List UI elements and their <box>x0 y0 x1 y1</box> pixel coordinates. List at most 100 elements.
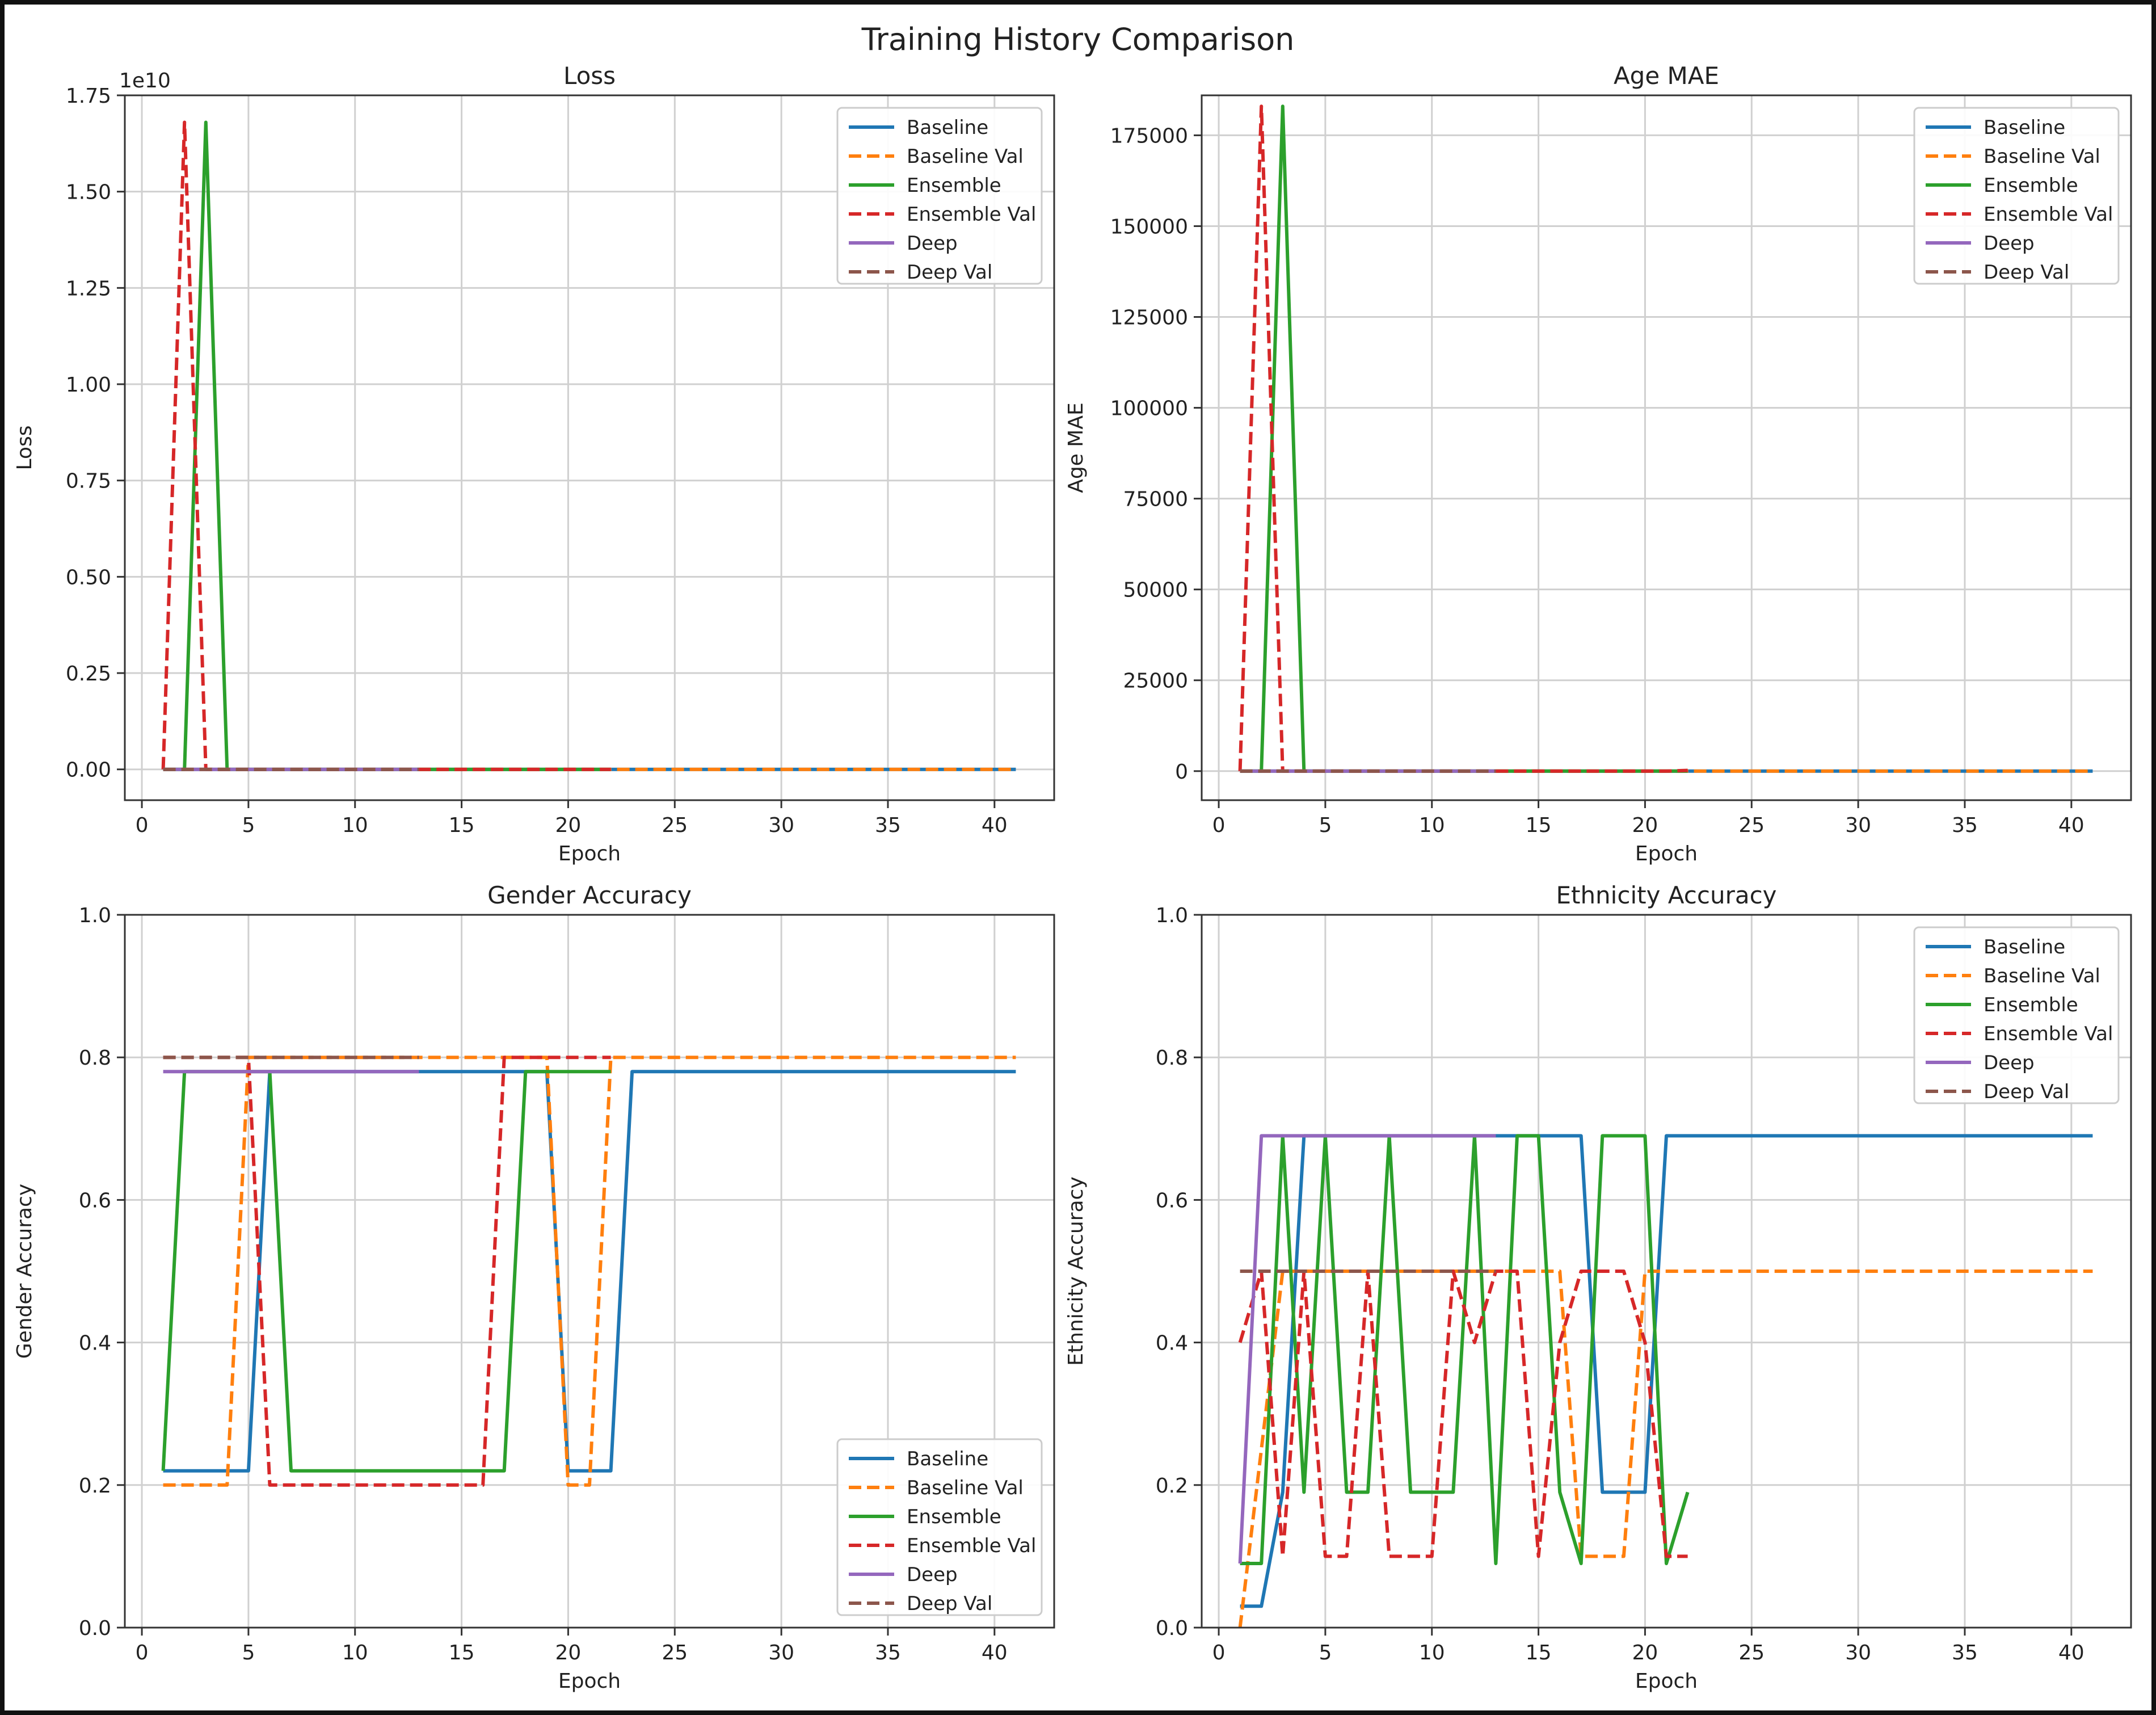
y-tick-label: 1.75 <box>66 85 111 108</box>
x-tick-label: 20 <box>555 1641 582 1664</box>
legend: Baseline Baseline Val Ensemble Ensemble Val… <box>1913 926 2120 1104</box>
legend-label-ensemble-val: Ensemble Val <box>1984 1023 2113 1045</box>
y-axis-label: Ethnicity Accuracy <box>1064 1176 1088 1366</box>
legend-label-deep-val: Deep Val <box>907 1592 992 1615</box>
axes-frame <box>1201 914 2132 1629</box>
legend-label-deep-val: Deep Val <box>1984 1081 2069 1103</box>
subplot-age-mae: 0 5 10 15 20 25 30 35 40 0 25000 50000 75000 100000 12… <box>1064 62 2132 865</box>
y-tick-label: 150000 <box>1110 215 1188 238</box>
series-line-baseline-val <box>163 1056 1016 1487</box>
x-tick-label: 35 <box>875 1641 901 1664</box>
x-tick-label: 40 <box>2058 1641 2085 1664</box>
x-tick-label: 25 <box>662 814 688 837</box>
x-tick-label: 20 <box>1632 1641 1658 1664</box>
legend-label-deep-val: Deep Val <box>1984 261 2069 284</box>
subplot-title: Loss <box>563 62 616 90</box>
x-tick-label: 25 <box>1738 1641 1765 1664</box>
x-tick-label: 40 <box>2058 814 2085 837</box>
x-tick-label: 30 <box>1845 814 1871 837</box>
y-tick-label: 1.0 <box>1156 904 1188 927</box>
y-tick-label: 0.0 <box>79 1617 111 1640</box>
y-axis-label: Gender Accuracy <box>13 1184 36 1359</box>
legend-label-baseline: Baseline <box>1984 116 2065 139</box>
legend-box <box>836 107 1043 285</box>
legend-label-baseline: Baseline <box>907 1448 988 1470</box>
legend-label-baseline: Baseline <box>907 116 988 139</box>
subplot-gender-accuracy: 0 5 10 15 20 25 30 35 40 0.0 0.2 0.4 0.6 0.8 1.0 Gender… <box>13 881 1055 1693</box>
y-tick-label: 0.2 <box>1156 1474 1188 1498</box>
x-tick-label: 15 <box>1526 1641 1552 1664</box>
x-tick-label: 0 <box>136 1641 149 1664</box>
x-tick-label: 15 <box>1526 814 1552 837</box>
y-tick-label: 0.75 <box>66 470 111 493</box>
x-tick-label: 10 <box>1419 814 1445 837</box>
legend-label-ensemble: Ensemble <box>1984 174 2078 197</box>
legend-box <box>1913 926 2120 1104</box>
legend-label-baseline-val: Baseline Val <box>907 145 1024 168</box>
y-tick-label: 0.8 <box>79 1046 111 1070</box>
legend-label-baseline-val: Baseline Val <box>1984 145 2100 168</box>
legend: Baseline Baseline Val Ensemble Ensemble Val… <box>836 1438 1043 1616</box>
y-tick-label: 100000 <box>1110 397 1188 421</box>
y-tick-label: 0.2 <box>79 1474 111 1498</box>
legend-label-ensemble-val: Ensemble Val <box>907 1535 1036 1557</box>
y-tick-label: 0.0 <box>1156 1617 1188 1640</box>
axes-frame <box>1201 94 2132 801</box>
y-tick-label: 1.50 <box>66 181 111 204</box>
y-tick-label: 50000 <box>1123 579 1188 602</box>
legend-label-baseline-val: Baseline Val <box>907 1477 1024 1499</box>
y-scale-label: 1e10 <box>119 69 171 93</box>
x-tick-label: 10 <box>342 814 368 837</box>
x-tick-label: 0 <box>1212 814 1226 837</box>
x-tick-label: 25 <box>662 1641 688 1664</box>
subplot-title: Ethnicity Accuracy <box>1556 881 1776 909</box>
x-tick-label: 15 <box>449 814 475 837</box>
x-tick-label: 25 <box>1738 814 1765 837</box>
legend-label-ensemble-val: Ensemble Val <box>1984 203 2113 226</box>
legend-label-ensemble-val: Ensemble Val <box>907 203 1036 226</box>
y-tick-label: 75000 <box>1123 488 1188 511</box>
y-axis-label: Loss <box>13 426 36 470</box>
x-tick-label: 10 <box>342 1641 368 1664</box>
series-line-ensemble-val <box>1238 104 1688 773</box>
y-tick-label: 1.25 <box>66 277 111 300</box>
x-tick-label: 35 <box>1952 814 1978 837</box>
x-tick-label: 0 <box>1212 1641 1226 1664</box>
y-axis-label: Age MAE <box>1064 402 1088 493</box>
legend-label-deep: Deep <box>1984 1052 2035 1074</box>
x-tick-label: 10 <box>1419 1641 1445 1664</box>
x-axis-label: Epoch <box>558 1670 621 1693</box>
x-tick-label: 5 <box>1319 1641 1332 1664</box>
legend-label-deep: Deep <box>1984 232 2035 255</box>
x-axis-label: Epoch <box>1635 1670 1698 1693</box>
y-tick-label: 1.00 <box>66 373 111 397</box>
y-tick-label: 0.8 <box>1156 1046 1188 1070</box>
x-tick-label: 35 <box>1952 1641 1978 1664</box>
subplot-ethnicity-accuracy: 0 5 10 15 20 25 30 35 40 0.0 0.2 0.4 0.6 0.8 1.0 Ethnic… <box>1064 881 2132 1693</box>
series-line-deep <box>1238 1134 1496 1564</box>
legend-label-baseline: Baseline <box>1984 936 2065 959</box>
series-line-ensemble <box>1240 104 1688 773</box>
x-tick-label: 5 <box>242 1641 255 1664</box>
y-tick-label: 0.4 <box>79 1332 111 1355</box>
y-tick-label: 0 <box>1175 760 1188 784</box>
legend-label-ensemble: Ensemble <box>907 174 1001 197</box>
subplot-title: Age MAE <box>1614 62 1719 90</box>
x-tick-label: 30 <box>768 814 794 837</box>
legend-label-deep: Deep <box>907 1563 958 1586</box>
y-tick-label: 0.6 <box>1156 1189 1188 1212</box>
series-line-baseline <box>1240 1134 2093 1608</box>
x-tick-label: 5 <box>1319 814 1332 837</box>
legend-label-deep-val: Deep Val <box>907 261 992 284</box>
y-tick-label: 1.0 <box>79 904 111 927</box>
axes-frame <box>124 94 1055 801</box>
series-line-ensemble-val <box>163 1056 611 1487</box>
x-axis-label: Epoch <box>1635 842 1698 865</box>
y-tick-label: 125000 <box>1110 306 1188 330</box>
legend-label-ensemble: Ensemble <box>907 1506 1001 1528</box>
x-tick-label: 40 <box>982 1641 1008 1664</box>
x-tick-label: 20 <box>1632 814 1658 837</box>
x-tick-label: 40 <box>982 814 1008 837</box>
